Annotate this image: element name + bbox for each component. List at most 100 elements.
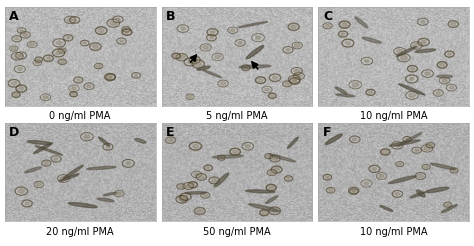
Circle shape (292, 80, 297, 82)
Circle shape (369, 91, 373, 93)
Circle shape (424, 166, 428, 168)
Ellipse shape (355, 17, 368, 28)
Circle shape (116, 18, 120, 21)
Circle shape (352, 83, 358, 87)
Circle shape (120, 40, 123, 42)
Circle shape (233, 150, 237, 153)
Circle shape (174, 55, 178, 57)
Circle shape (383, 150, 388, 154)
Ellipse shape (325, 134, 342, 145)
Circle shape (296, 74, 301, 78)
Circle shape (126, 162, 131, 165)
Circle shape (60, 176, 67, 181)
Circle shape (379, 174, 384, 178)
Circle shape (106, 146, 110, 148)
Circle shape (452, 169, 456, 172)
Circle shape (186, 184, 191, 188)
Circle shape (18, 189, 24, 193)
Ellipse shape (87, 167, 116, 169)
Circle shape (398, 163, 401, 165)
Circle shape (215, 55, 220, 59)
Circle shape (285, 83, 289, 85)
Circle shape (19, 87, 24, 90)
Circle shape (72, 93, 75, 95)
Ellipse shape (389, 176, 416, 184)
Circle shape (108, 76, 112, 78)
Circle shape (265, 88, 269, 91)
Circle shape (96, 65, 100, 67)
Circle shape (449, 86, 454, 89)
Text: C: C (323, 10, 332, 23)
Circle shape (410, 77, 414, 80)
Circle shape (212, 179, 217, 182)
Circle shape (14, 93, 18, 96)
Ellipse shape (437, 75, 453, 78)
Circle shape (183, 195, 188, 198)
Circle shape (43, 96, 48, 99)
Circle shape (238, 42, 242, 44)
Ellipse shape (288, 137, 299, 148)
Circle shape (424, 146, 430, 151)
Circle shape (365, 60, 369, 62)
Circle shape (180, 185, 182, 187)
Circle shape (401, 56, 407, 60)
Circle shape (395, 144, 399, 147)
Circle shape (286, 49, 290, 51)
Circle shape (36, 183, 41, 186)
Text: 5 ng/ml PMA: 5 ng/ml PMA (206, 111, 268, 122)
Ellipse shape (203, 70, 222, 78)
Circle shape (25, 202, 29, 205)
Circle shape (245, 145, 250, 148)
Circle shape (125, 28, 128, 30)
Circle shape (418, 174, 423, 178)
Circle shape (194, 173, 198, 176)
Circle shape (110, 21, 117, 25)
Ellipse shape (336, 94, 355, 97)
Circle shape (181, 197, 185, 200)
Circle shape (135, 74, 137, 76)
Circle shape (77, 79, 80, 81)
Circle shape (273, 210, 277, 212)
Circle shape (292, 77, 297, 81)
Text: 0 ng/ml PMA: 0 ng/ml PMA (49, 111, 111, 122)
Circle shape (23, 33, 28, 36)
Circle shape (415, 149, 419, 151)
Circle shape (83, 42, 86, 44)
Circle shape (421, 20, 425, 23)
Circle shape (352, 190, 356, 192)
Circle shape (11, 82, 17, 85)
Circle shape (326, 176, 329, 178)
Text: F: F (323, 126, 331, 139)
Circle shape (267, 155, 271, 157)
Circle shape (440, 63, 444, 66)
Circle shape (203, 46, 208, 49)
Ellipse shape (197, 66, 210, 70)
Circle shape (84, 135, 90, 138)
Ellipse shape (410, 192, 425, 198)
Ellipse shape (249, 204, 280, 212)
Circle shape (188, 60, 192, 64)
Circle shape (421, 40, 426, 44)
Circle shape (203, 194, 208, 197)
Ellipse shape (380, 205, 392, 211)
Circle shape (46, 57, 50, 60)
Circle shape (210, 36, 213, 39)
Circle shape (258, 79, 263, 82)
Circle shape (446, 203, 449, 206)
Circle shape (341, 33, 345, 35)
Circle shape (410, 67, 414, 70)
Circle shape (425, 72, 430, 75)
Ellipse shape (239, 65, 271, 68)
Circle shape (54, 158, 58, 160)
Circle shape (269, 171, 274, 174)
Circle shape (210, 31, 215, 34)
Circle shape (72, 87, 76, 90)
Ellipse shape (270, 154, 296, 162)
Circle shape (451, 23, 456, 26)
Circle shape (179, 198, 184, 201)
Text: D: D (9, 126, 19, 139)
Ellipse shape (389, 140, 420, 146)
Circle shape (353, 138, 357, 141)
Circle shape (30, 43, 35, 46)
Circle shape (447, 53, 451, 55)
